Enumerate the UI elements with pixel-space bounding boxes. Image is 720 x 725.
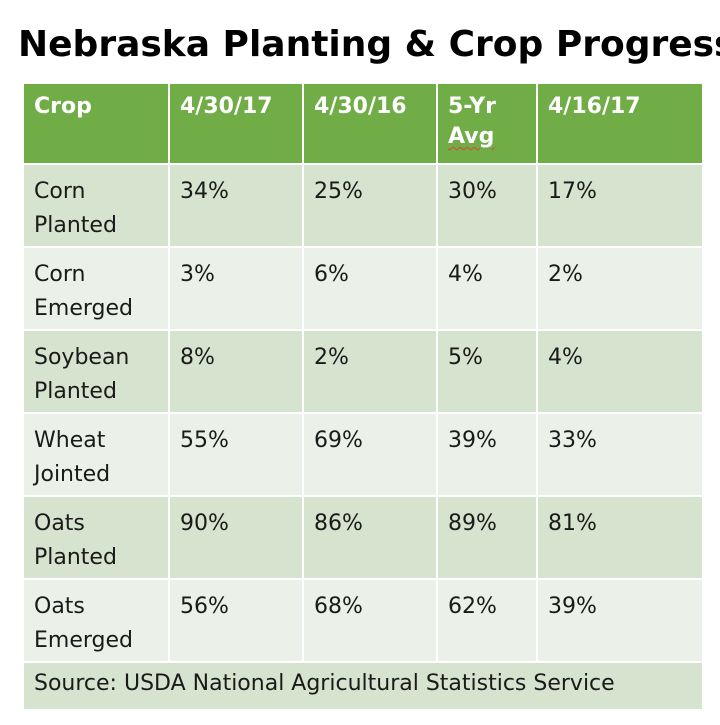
- crop-name: Soybean: [34, 345, 130, 370]
- header-date-2016: 4/30/16: [302, 82, 438, 165]
- header-five-year-label: 5-Yr: [448, 94, 496, 119]
- crop-stage: Planted: [34, 379, 117, 404]
- value-cell: 56%: [168, 578, 304, 663]
- crop-cell: Soybean Planted: [22, 329, 170, 414]
- value-cell: 68%: [302, 578, 438, 663]
- crop-cell: Oats Planted: [22, 495, 170, 580]
- header-average-label: Avg: [448, 124, 495, 149]
- crop-cell: Wheat Jointed: [22, 412, 170, 497]
- crop-name: Oats: [34, 511, 85, 536]
- value-cell: 39%: [536, 578, 704, 663]
- crop-name: Corn: [34, 262, 86, 287]
- table-row: Wheat Jointed 55% 69% 39% 33%: [22, 412, 704, 497]
- crop-cell: Oats Emerged: [22, 578, 170, 663]
- crop-stage: Emerged: [34, 296, 133, 321]
- crop-name: Corn: [34, 179, 86, 204]
- table-row: Oats Emerged 56% 68% 62% 39%: [22, 578, 704, 663]
- crop-stage: Jointed: [34, 462, 111, 487]
- table-row: Oats Planted 90% 86% 89% 81%: [22, 495, 704, 580]
- header-date-prior-week: 4/16/17: [536, 82, 704, 165]
- value-cell: 81%: [536, 495, 704, 580]
- value-cell: 86%: [302, 495, 438, 580]
- crop-stage: Planted: [34, 213, 117, 238]
- value-cell: 69%: [302, 412, 438, 497]
- value-cell: 6%: [302, 246, 438, 331]
- crop-stage: Planted: [34, 545, 117, 570]
- value-cell: 17%: [536, 163, 704, 248]
- value-cell: 4%: [536, 329, 704, 414]
- table-row: Soybean Planted 8% 2% 5% 4%: [22, 329, 704, 414]
- header-date-2017: 4/30/17: [168, 82, 304, 165]
- crop-name: Wheat: [34, 428, 106, 453]
- value-cell: 34%: [168, 163, 304, 248]
- header-row: Crop 4/30/17 4/30/16 5-Yr Avg 4/16/17: [22, 82, 704, 165]
- value-cell: 62%: [436, 578, 538, 663]
- value-cell: 90%: [168, 495, 304, 580]
- crop-cell: Corn Emerged: [22, 246, 170, 331]
- table-row: Corn Planted 34% 25% 30% 17%: [22, 163, 704, 248]
- value-cell: 25%: [302, 163, 438, 248]
- crop-cell: Corn Planted: [22, 163, 170, 248]
- source-row: Source: USDA National Agricultural Stati…: [22, 661, 704, 711]
- header-crop: Crop: [22, 82, 170, 165]
- crop-progress-table: Crop 4/30/17 4/30/16 5-Yr Avg 4/16/17 Cor…: [22, 82, 704, 711]
- source-note: Source: USDA National Agricultural Stati…: [22, 661, 704, 711]
- value-cell: 4%: [436, 246, 538, 331]
- value-cell: 8%: [168, 329, 304, 414]
- value-cell: 33%: [536, 412, 704, 497]
- table-row: Corn Emerged 3% 6% 4% 2%: [22, 246, 704, 331]
- value-cell: 2%: [302, 329, 438, 414]
- value-cell: 2%: [536, 246, 704, 331]
- value-cell: 5%: [436, 329, 538, 414]
- crop-stage: Emerged: [34, 628, 133, 653]
- value-cell: 89%: [436, 495, 538, 580]
- value-cell: 55%: [168, 412, 304, 497]
- header-five-year-average: 5-Yr Avg: [436, 82, 538, 165]
- value-cell: 39%: [436, 412, 538, 497]
- page-title: Nebraska Planting & Crop Progress: [18, 24, 720, 65]
- value-cell: 3%: [168, 246, 304, 331]
- crop-name: Oats: [34, 594, 85, 619]
- value-cell: 30%: [436, 163, 538, 248]
